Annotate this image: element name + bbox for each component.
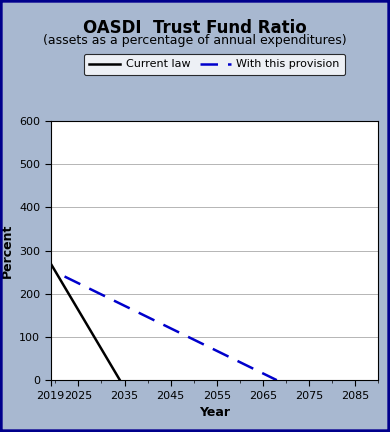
- Text: OASDI  Trust Fund Ratio: OASDI Trust Fund Ratio: [83, 19, 307, 38]
- Y-axis label: Percent: Percent: [1, 223, 14, 278]
- X-axis label: Year: Year: [199, 406, 230, 419]
- Text: (assets as a percentage of annual expenditures): (assets as a percentage of annual expend…: [43, 34, 347, 47]
- Legend: Current law, With this provision: Current law, With this provision: [84, 54, 345, 75]
